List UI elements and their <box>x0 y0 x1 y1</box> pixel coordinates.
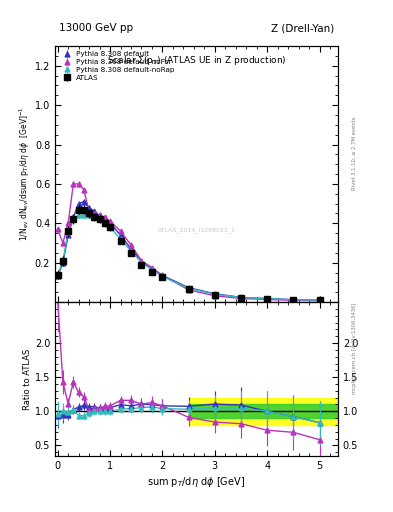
Text: ATLAS_2014_I1298023_1: ATLAS_2014_I1298023_1 <box>158 227 235 233</box>
Text: Z (Drell-Yan): Z (Drell-Yan) <box>271 23 334 33</box>
Y-axis label: Ratio to ATLAS: Ratio to ATLAS <box>23 348 32 410</box>
Text: Scalar $\Sigma$(p$_T$) (ATLAS UE in Z production): Scalar $\Sigma$(p$_T$) (ATLAS UE in Z pr… <box>107 54 286 67</box>
Text: Rivet 3.1.10, ≥ 2.7M events: Rivet 3.1.10, ≥ 2.7M events <box>352 117 357 190</box>
Text: 13000 GeV pp: 13000 GeV pp <box>59 23 133 33</box>
X-axis label: sum p$_T$/d$\eta$ d$\phi$ [GeV]: sum p$_T$/d$\eta$ d$\phi$ [GeV] <box>147 475 246 489</box>
Legend: Pythia 8.308 default, Pythia 8.308 default-noFsr, Pythia 8.308 default-noRap, AT: Pythia 8.308 default, Pythia 8.308 defau… <box>57 48 177 83</box>
Y-axis label: 1/N$_{\mathsf{ev}}$ dN$_{\mathsf{ev}}$/dsum p$_{\mathsf{T}}$/d$\eta$ d$\phi$  [G: 1/N$_{\mathsf{ev}}$ dN$_{\mathsf{ev}}$/d… <box>18 106 32 242</box>
Text: mcplots.cern.ch [arXiv:1306.3436]: mcplots.cern.ch [arXiv:1306.3436] <box>352 303 357 394</box>
